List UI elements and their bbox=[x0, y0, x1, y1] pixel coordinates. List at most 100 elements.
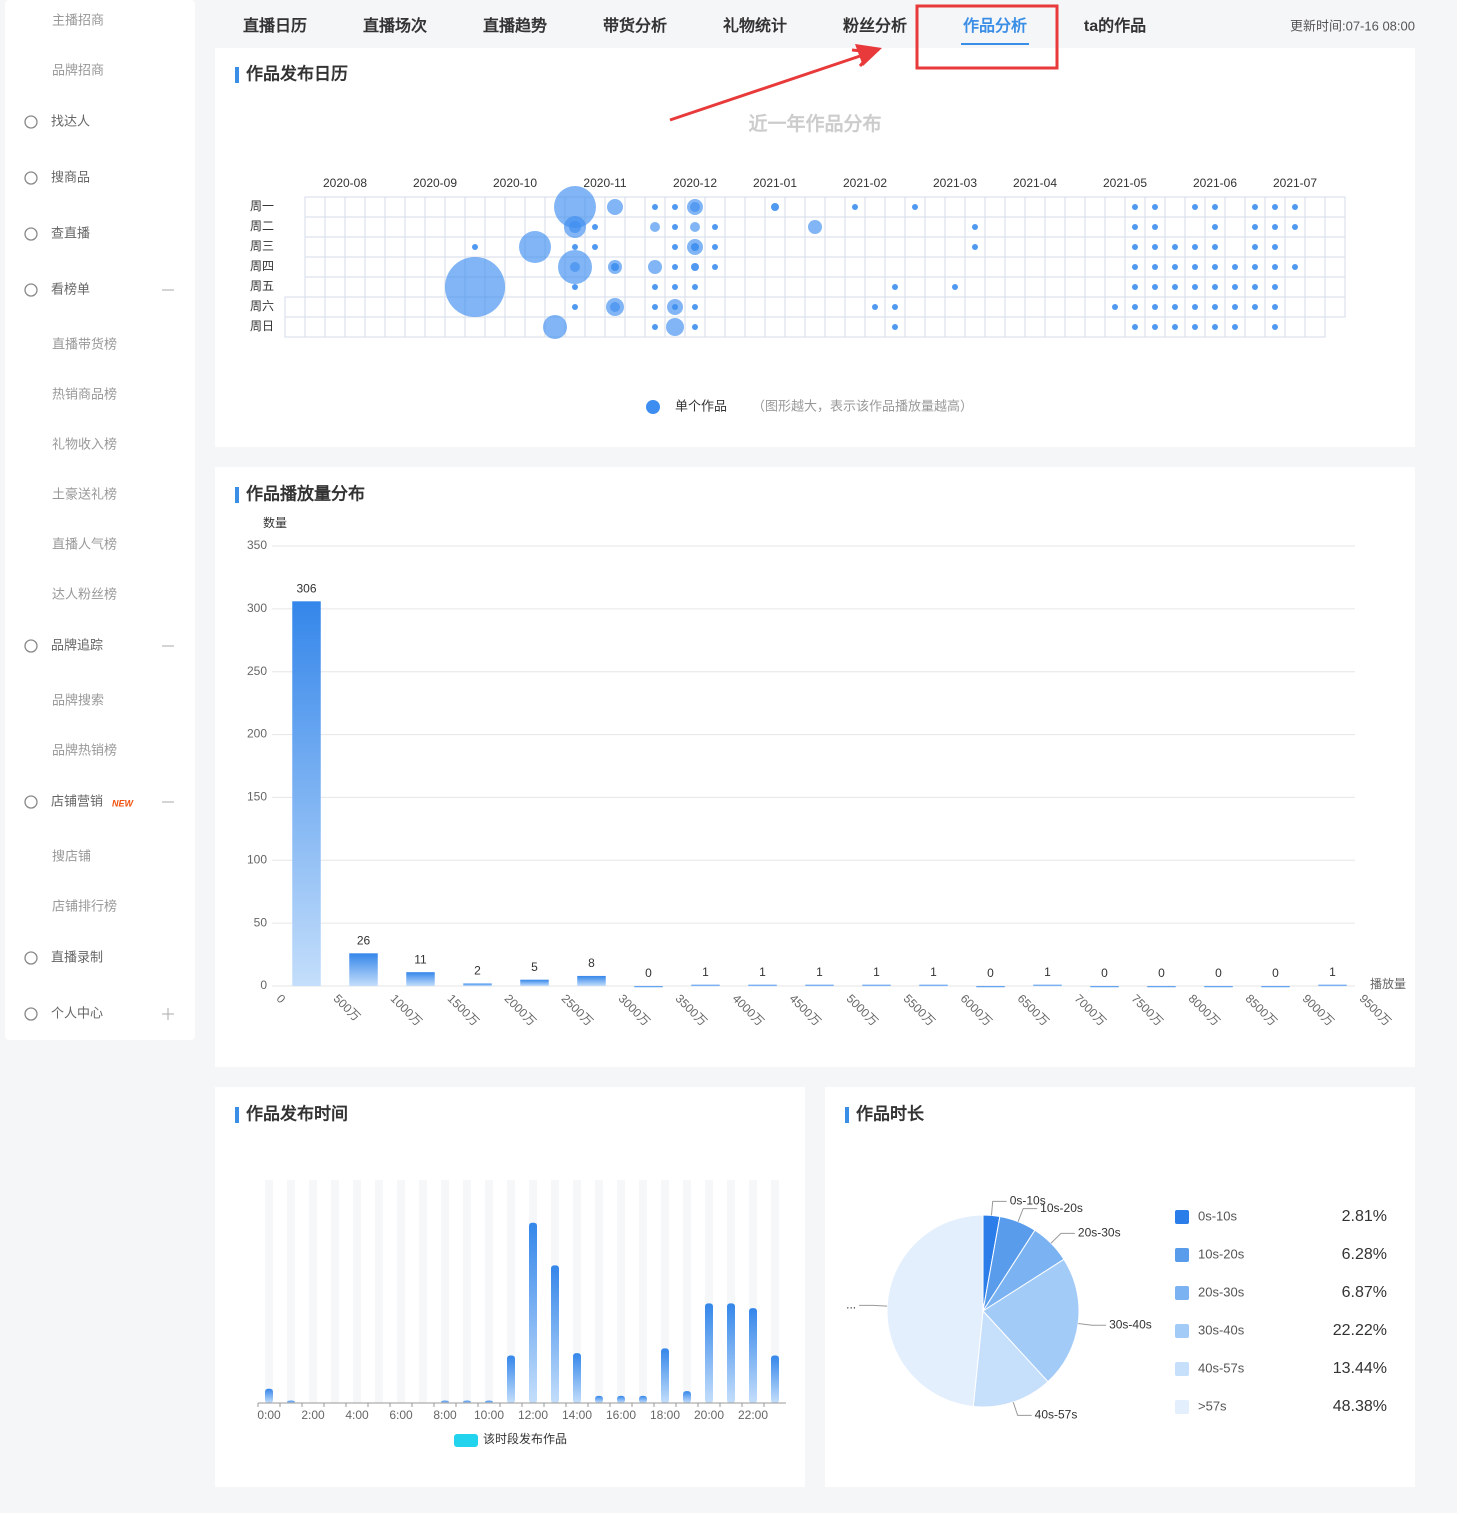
month-label: 2021-02 bbox=[843, 176, 887, 190]
bar bbox=[265, 1388, 273, 1403]
calendar-cell bbox=[1224, 236, 1246, 258]
calendar-cell bbox=[324, 296, 346, 318]
band-background bbox=[749, 1180, 757, 1403]
calendar-cell bbox=[944, 316, 966, 338]
chart-subtitle: 近一年作品分布 bbox=[748, 112, 881, 135]
calendar-cell bbox=[804, 276, 826, 298]
bubble bbox=[892, 284, 898, 290]
menu-item[interactable]: 找达人 bbox=[51, 113, 90, 128]
slice-label: 40s-57s bbox=[1035, 1408, 1078, 1422]
menu-item[interactable]: 直播人气榜 bbox=[52, 536, 117, 551]
calendar-cell bbox=[724, 196, 746, 218]
calendar-cell bbox=[764, 256, 786, 278]
menu-item[interactable]: 品牌热销榜 bbox=[52, 742, 117, 757]
calendar-cell bbox=[904, 316, 926, 338]
menu-item[interactable]: 达人粉丝榜 bbox=[52, 586, 117, 601]
value-label: 1 bbox=[1329, 965, 1336, 979]
calendar-cell bbox=[1304, 256, 1326, 278]
calendar-cell bbox=[404, 296, 426, 318]
calendar-cell bbox=[804, 296, 826, 318]
leader-line bbox=[1050, 1232, 1075, 1244]
legend-value: 22.22% bbox=[1333, 1322, 1387, 1339]
calendar-cell bbox=[1164, 216, 1186, 238]
calendar-cell bbox=[1064, 316, 1086, 338]
menu-item[interactable]: 直播带货榜 bbox=[52, 336, 117, 351]
bubble bbox=[592, 224, 598, 230]
calendar-cell bbox=[1024, 196, 1046, 218]
menu-item[interactable]: 搜店铺 bbox=[52, 848, 91, 863]
tab[interactable]: ta的作品 bbox=[1084, 16, 1146, 35]
bubble bbox=[666, 318, 684, 336]
calendar-cell bbox=[1104, 316, 1126, 338]
update-time: 更新时间:07-16 08:00 bbox=[1290, 18, 1415, 33]
tab[interactable]: 粉丝分析 bbox=[843, 16, 907, 35]
menu-item[interactable]: 礼物收入榜 bbox=[52, 436, 117, 451]
calendar-cell bbox=[784, 276, 806, 298]
calendar-cell bbox=[884, 196, 906, 218]
x-tick-label: 16:00 bbox=[606, 1408, 636, 1422]
calendar-cell bbox=[1104, 216, 1126, 238]
bar bbox=[1090, 986, 1119, 988]
calendar-cell bbox=[944, 296, 966, 318]
menu-item[interactable]: 店铺排行榜 bbox=[52, 898, 117, 913]
menu-item[interactable]: 品牌搜索 bbox=[52, 692, 104, 707]
bubble bbox=[554, 186, 596, 228]
legend-marker bbox=[1175, 1324, 1189, 1338]
value-label: 0 bbox=[1272, 966, 1279, 980]
legend-marker bbox=[1175, 1248, 1189, 1262]
calendar-cell bbox=[1044, 216, 1066, 238]
menu-item[interactable]: 主播招商 bbox=[52, 12, 104, 27]
menu-item[interactable]: 查直播 bbox=[51, 225, 90, 240]
x-tick-label: 8:00 bbox=[433, 1408, 457, 1422]
tab[interactable]: 直播趋势 bbox=[483, 16, 547, 35]
calendar-cell bbox=[1064, 236, 1086, 258]
bubble bbox=[1132, 264, 1138, 270]
band-background bbox=[507, 1180, 515, 1403]
tab[interactable]: 带货分析 bbox=[603, 16, 667, 35]
tab[interactable]: 礼物统计 bbox=[723, 16, 787, 35]
tab[interactable]: 作品分析 bbox=[963, 16, 1027, 35]
menu-item[interactable]: 品牌招商 bbox=[52, 62, 104, 77]
menu-item[interactable]: 品牌追踪 bbox=[51, 637, 103, 652]
menu-item[interactable]: 土豪送礼榜 bbox=[52, 486, 117, 501]
calendar-cell bbox=[444, 196, 466, 218]
calendar-cell bbox=[624, 216, 646, 238]
calendar-cell bbox=[1224, 216, 1246, 238]
slice-label: ... bbox=[846, 1298, 856, 1312]
tab[interactable]: 直播场次 bbox=[363, 16, 427, 35]
calendar-cell bbox=[1084, 196, 1106, 218]
calendar-cell bbox=[1304, 276, 1326, 298]
bubble bbox=[1172, 284, 1178, 290]
menu-item[interactable]: 店铺营销 bbox=[51, 793, 103, 808]
menu-item[interactable]: 搜商品 bbox=[51, 169, 90, 184]
calendar-cell bbox=[1284, 316, 1306, 338]
calendar-cell bbox=[284, 296, 306, 318]
bubble bbox=[650, 222, 660, 232]
calendar-cell bbox=[1004, 276, 1026, 298]
calendar-cell bbox=[1004, 236, 1026, 258]
menu-item[interactable]: 直播录制 bbox=[51, 949, 103, 964]
panel bbox=[215, 467, 1415, 1067]
menu-item[interactable]: 热销商品榜 bbox=[52, 386, 117, 401]
tab[interactable]: 直播日历 bbox=[243, 16, 307, 35]
weekday-label: 周六 bbox=[250, 299, 274, 313]
calendar-cell bbox=[404, 316, 426, 338]
calendar-cell bbox=[1324, 276, 1346, 298]
calendar-cell bbox=[924, 316, 946, 338]
calendar-cell bbox=[844, 296, 866, 318]
bar bbox=[617, 1395, 625, 1403]
calendar-cell bbox=[1324, 216, 1346, 238]
menu-item[interactable]: 看榜单 bbox=[51, 281, 90, 296]
calendar-cell bbox=[324, 196, 346, 218]
bubble bbox=[672, 284, 678, 290]
calendar-cell bbox=[724, 236, 746, 258]
bar bbox=[1204, 986, 1233, 988]
menu-item[interactable]: 个人中心 bbox=[51, 1005, 103, 1020]
bubble bbox=[692, 284, 698, 290]
calendar-cell bbox=[504, 216, 526, 238]
calendar-cell bbox=[1044, 256, 1066, 278]
calendar-cell bbox=[1044, 236, 1066, 258]
calendar-cell bbox=[344, 316, 366, 338]
band-background bbox=[353, 1180, 361, 1403]
value-label: 306 bbox=[296, 581, 316, 595]
